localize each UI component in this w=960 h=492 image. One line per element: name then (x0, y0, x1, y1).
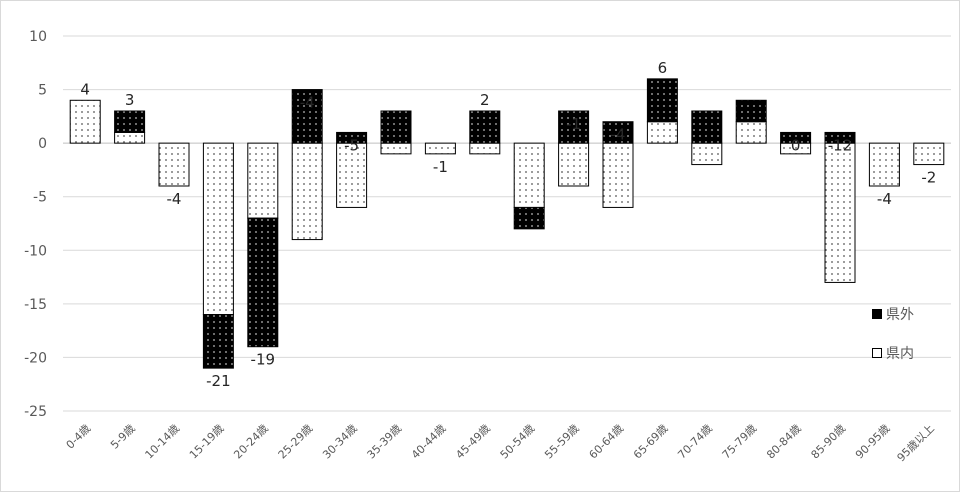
data-label: 4 (80, 80, 90, 98)
data-labels: 43-4-21-19-4-5-12-1-460 -12-4-2 (80, 59, 936, 390)
x-tick-label: 35-39歳 (365, 422, 405, 462)
x-tick-label: 50-54歳 (498, 422, 538, 462)
data-label: -1 (566, 115, 581, 133)
bar-kengai (202, 314, 234, 369)
x-tick-label: 70-74歳 (675, 422, 715, 462)
data-label: 0 (791, 136, 801, 154)
bar-kengai (735, 99, 767, 123)
y-tick-label: 5 (38, 83, 47, 99)
y-tick-label: -15 (24, 297, 47, 313)
bar-kennai (247, 142, 279, 219)
bar-kennai (735, 121, 767, 144)
bar-kengai (336, 131, 368, 144)
x-tick-label: 80-84歳 (764, 422, 804, 462)
bar-kennai (158, 142, 190, 187)
bar-kennai (202, 142, 234, 316)
x-tick-label: 30-34歳 (320, 422, 360, 462)
bar-kengai (646, 78, 678, 123)
bar-kennai (558, 142, 590, 187)
data-label: -5 (344, 136, 359, 154)
bar-kengai (469, 110, 501, 144)
x-tick-label: 45-49歳 (453, 422, 493, 462)
bar-kengai (558, 110, 590, 144)
bars (69, 78, 945, 369)
data-label: 3 (125, 91, 135, 109)
data-label: -21 (206, 372, 231, 390)
bar-kengai (602, 121, 634, 144)
y-tick-label: -10 (24, 243, 47, 259)
x-tick-label: 60-64歳 (587, 422, 627, 462)
data-label: -2 (921, 169, 936, 187)
x-tick-label: 95歳以上 (894, 422, 936, 464)
x-tick-label: 90-95歳 (853, 422, 893, 462)
bar-kennai (602, 142, 634, 208)
data-label: -4 (611, 126, 626, 144)
y-tick-label: -20 (24, 350, 47, 366)
y-tick-label: -25 (24, 404, 47, 420)
bar-kengai (691, 110, 723, 144)
x-tick-label: 25-29歳 (276, 422, 316, 462)
legend-item-kengai: 県外 (872, 304, 914, 324)
legend-label-kengai: 県外 (886, 307, 914, 323)
bar-kennai (69, 99, 101, 144)
legend-swatch-kennai (872, 348, 882, 358)
data-label: -1 (433, 158, 448, 176)
x-tick-label: 65-69歳 (631, 422, 671, 462)
bar-kengai (114, 110, 146, 133)
data-label: 6 (658, 59, 668, 77)
x-tick-label: 40-44歳 (409, 422, 449, 462)
data-label: -19 (251, 351, 276, 369)
bar-kennai (513, 142, 545, 208)
bar-kengai (380, 110, 412, 144)
x-tick-label: 20-24歳 (231, 422, 271, 462)
x-tick-label: 15-19歳 (187, 422, 227, 462)
legend-item-kennai: 県内 (872, 343, 914, 363)
gridlines (63, 35, 951, 412)
bar-kengai (513, 206, 545, 230)
x-tick-label: 75-79歳 (720, 422, 760, 462)
bar-kengai (824, 131, 856, 144)
bar-kennai (291, 142, 323, 241)
y-tick-label: -5 (33, 190, 47, 206)
bar-kennai (336, 142, 368, 208)
bar-kennai (114, 131, 146, 144)
data-label: -12 (828, 136, 853, 154)
x-tick-label: 5-9歳 (108, 422, 138, 452)
bar-kennai (913, 142, 945, 166)
legend-swatch-kengai (872, 309, 882, 319)
bar-kennai (646, 121, 678, 144)
data-label: -4 (300, 94, 315, 112)
x-tick-label: 55-59歳 (542, 422, 582, 462)
y-tick-label: 0 (38, 136, 47, 152)
y-axis-ticks: 10 5 0 -5 -10 -15 -20 -25 (24, 29, 47, 420)
bar-kennai (824, 142, 856, 283)
x-tick-label: 10-14歳 (143, 422, 183, 462)
bar-kennai (691, 142, 723, 166)
bar-kennai (380, 142, 412, 155)
bar-kennai (868, 142, 900, 187)
bar-kennai (469, 142, 501, 155)
x-tick-label: 0-4歳 (64, 422, 94, 452)
bar-kengai (780, 131, 812, 144)
bar-kengai (247, 217, 279, 348)
data-label: 2 (480, 91, 490, 109)
data-label: -4 (877, 190, 892, 208)
bar-kennai (424, 142, 456, 155)
x-axis-ticks: 0-4歳 5-9歳 10-14歳 15-19歳 20-24歳 25-29歳 30-34歳 35… (64, 422, 937, 464)
bar-kengai (291, 89, 323, 144)
legend-label-kennai: 県内 (886, 346, 914, 362)
y-tick-label: 10 (29, 29, 47, 45)
data-label: -4 (167, 190, 182, 208)
x-tick-label: 85-90歳 (809, 422, 849, 462)
